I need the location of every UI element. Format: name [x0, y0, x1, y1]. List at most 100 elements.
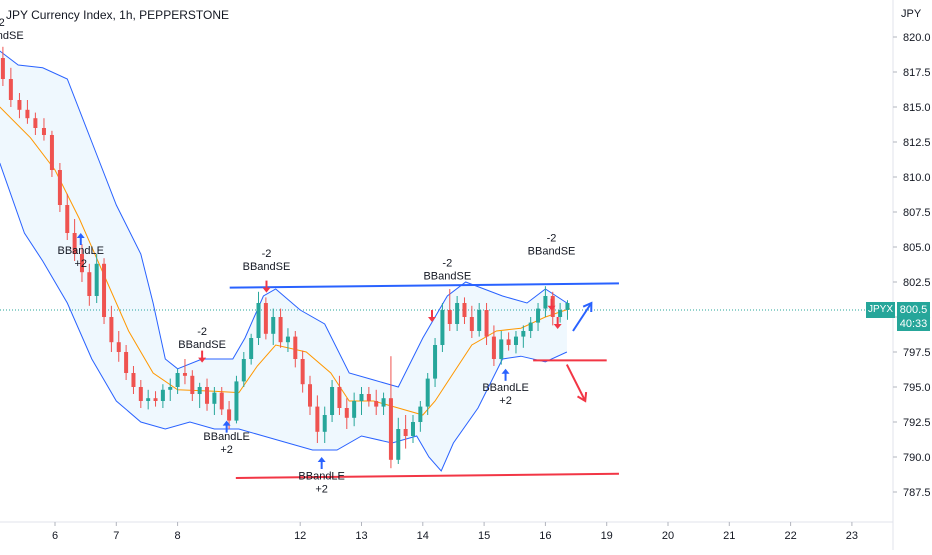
x-tick-label: 14 [417, 530, 429, 542]
y-tick-label: 817.5 [903, 67, 931, 79]
y-axis: 787.5790.0792.5795.0797.5800.0802.5805.0… [892, 0, 931, 550]
signal-label: BBandLE [482, 382, 528, 394]
candle-body [205, 387, 210, 404]
candle-body [79, 254, 84, 273]
signal-label: -2 [262, 248, 272, 260]
signal-label: BBandSE [243, 261, 291, 273]
candle-body [65, 205, 70, 233]
candle-body [256, 303, 261, 338]
signal-label: BBandLE [203, 431, 249, 443]
candle-body [212, 392, 217, 404]
candle-body [425, 378, 430, 407]
candle-body [484, 310, 489, 337]
signal-label: BBandSE [178, 339, 226, 351]
long-entry-arrowhead [501, 368, 510, 374]
down-projection-head [577, 391, 588, 403]
signal-label: BBandSE [0, 30, 24, 42]
signal-label: BBandLE [58, 245, 104, 257]
candle-body [440, 310, 445, 345]
candle-body [153, 398, 158, 401]
signal-label: +2 [220, 444, 233, 456]
candle-body [381, 398, 386, 407]
long-entry-arrowhead [222, 420, 231, 426]
short-entry-arrowhead [547, 305, 556, 311]
y-tick-label: 792.5 [903, 417, 931, 429]
candle-body [17, 100, 22, 110]
current-price: 800.5 [899, 304, 928, 316]
signal-label: -2 [442, 258, 452, 270]
candle-body [565, 303, 570, 310]
candle-body [374, 401, 379, 407]
y-tick-label: 810.0 [903, 172, 931, 184]
candle-body [521, 331, 526, 337]
candle-body [182, 373, 187, 376]
x-tick-label: 16 [539, 530, 551, 542]
candle-body [322, 415, 327, 432]
x-tick-label: 15 [478, 530, 490, 542]
candle-body [25, 109, 30, 119]
y-tick-label: 795.0 [903, 382, 931, 394]
price-badge: 800.5 40:33 [897, 302, 930, 331]
signal-label: -2 [547, 232, 557, 244]
x-tick-label: 8 [175, 530, 181, 542]
drawn-lines [229, 282, 619, 479]
candle-body [8, 79, 13, 100]
candle-body [410, 422, 415, 436]
candle-body [344, 408, 349, 418]
candle-body [271, 317, 276, 334]
candle-body [506, 339, 511, 345]
candle-body [160, 389, 165, 401]
candle-body [94, 263, 99, 296]
symbol-badge: JPYX [866, 302, 895, 318]
x-tick-label: 21 [723, 530, 735, 542]
candle-body [72, 233, 77, 254]
x-tick-label: 6 [52, 530, 58, 542]
candle-body [513, 336, 518, 345]
x-tick-label: 23 [846, 530, 858, 542]
signal-label: BBandSE [423, 271, 471, 283]
chart-title: JPY Currency Index, 1h, PEPPERSTONE [6, 8, 229, 22]
candle-body [499, 339, 504, 359]
x-tick-label: 22 [784, 530, 796, 542]
signal-label: +2 [315, 483, 328, 495]
short-entry-arrowhead [262, 287, 271, 293]
candle-body [241, 359, 246, 382]
candle-body [528, 322, 533, 331]
candle-body [197, 387, 202, 394]
candle-body [403, 429, 408, 436]
candle-body [469, 317, 474, 331]
long-entry-arrowhead [76, 233, 85, 238]
x-axis: 6 7 8 12 13 14 15 16 19 20 21 22 23 [0, 521, 893, 542]
candle-body [315, 406, 320, 432]
annotations: -2BBandSEBBandLE+2-2BBandSEBBandLE+2-2BB… [0, 17, 575, 496]
y-tick-label: 802.5 [903, 277, 931, 289]
candle-body [308, 384, 313, 407]
long-entry-arrowhead [317, 457, 326, 462]
candle-body [249, 338, 254, 359]
candle-body [41, 128, 46, 135]
candle-body [418, 406, 423, 422]
y-tick-label: 805.0 [903, 242, 931, 254]
signal-label: +2 [499, 395, 512, 407]
currency-label: JPY [901, 8, 922, 20]
candle-body [146, 398, 151, 401]
y-tick-label: 815.0 [903, 102, 931, 114]
candle-body [138, 387, 143, 401]
candle-body [285, 336, 290, 343]
candle-body [352, 401, 357, 418]
candle-body [536, 308, 541, 323]
y-tick-label: 787.5 [903, 487, 931, 499]
candle-body [300, 359, 305, 385]
y-tick-label: 797.5 [903, 347, 931, 359]
candle-body [109, 317, 114, 343]
signal-label: -2 [197, 326, 207, 338]
y-tick-label: 820.0 [903, 32, 931, 44]
candle-body [477, 310, 482, 331]
candle-body [219, 392, 224, 410]
bar-countdown: 40:33 [899, 318, 928, 330]
candle-body [116, 342, 121, 352]
candle-body [293, 336, 298, 359]
candle-body [337, 387, 342, 408]
